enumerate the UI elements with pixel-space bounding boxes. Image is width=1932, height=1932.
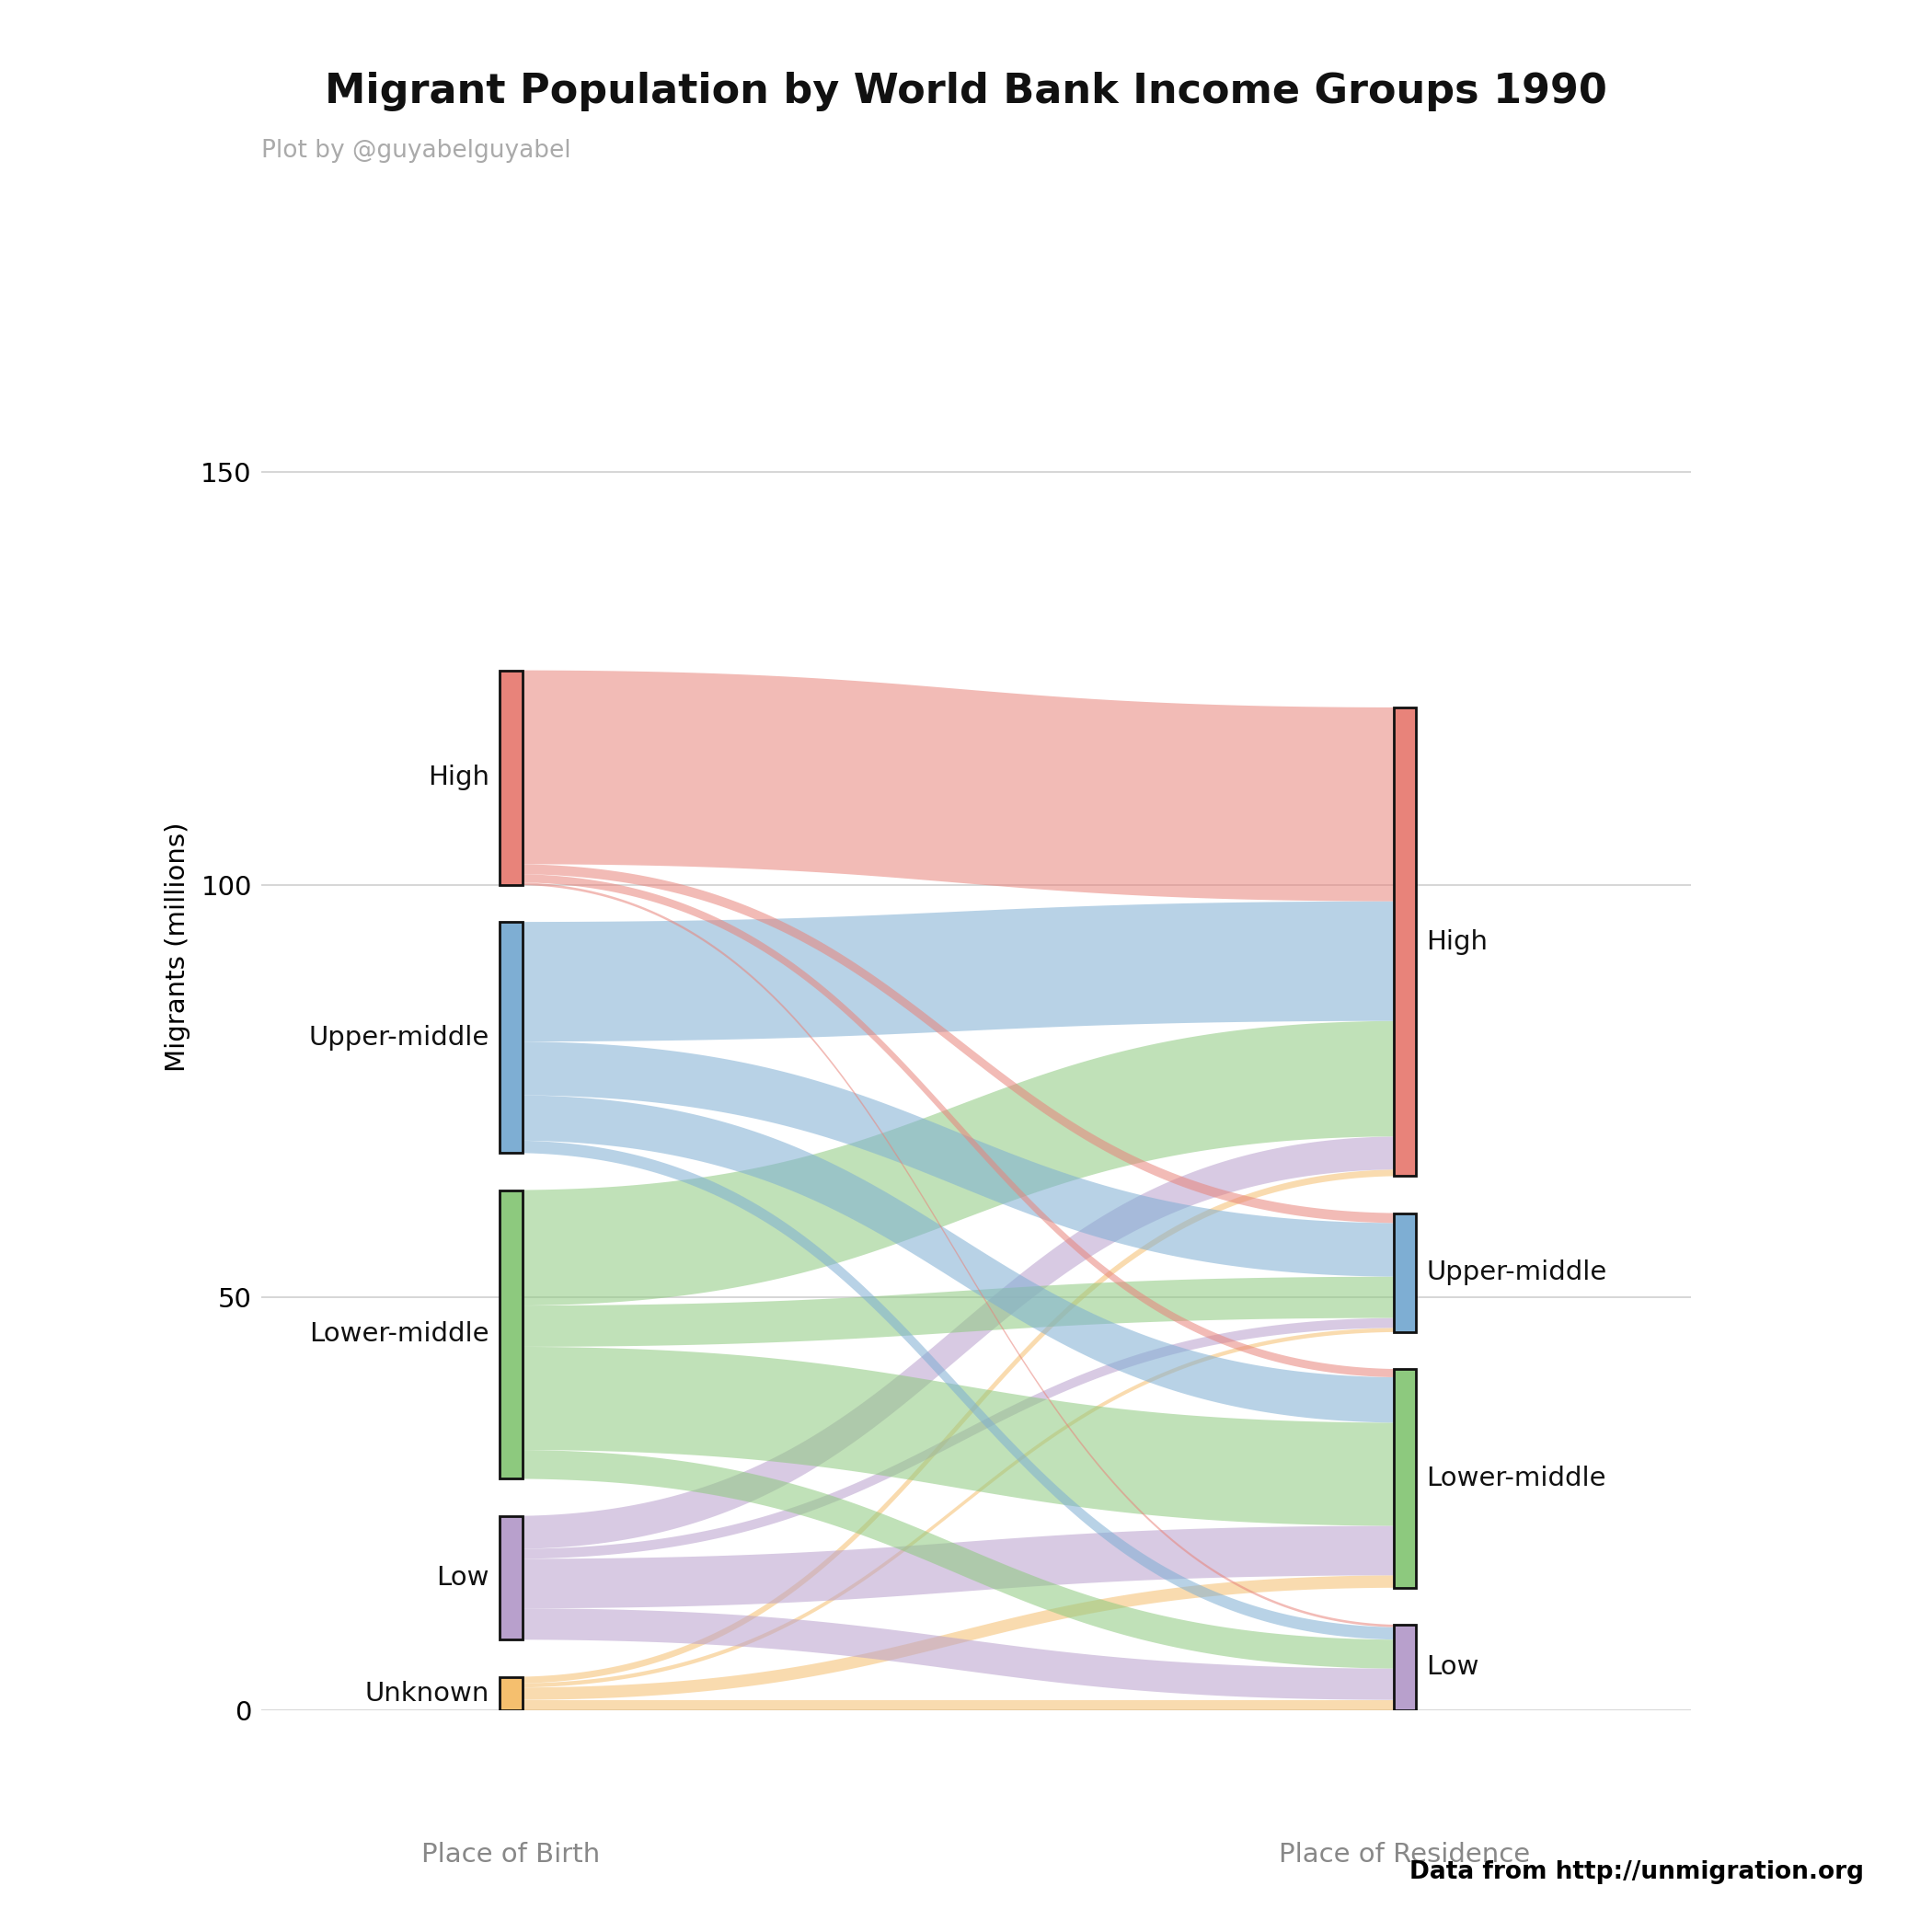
Bar xyxy=(500,1517,522,1640)
Y-axis label: Migrants (millions): Migrants (millions) xyxy=(164,821,191,1072)
Bar xyxy=(500,1190,522,1478)
Text: High: High xyxy=(1426,929,1488,954)
Polygon shape xyxy=(510,1277,1405,1347)
Text: Upper-middle: Upper-middle xyxy=(309,1024,489,1051)
Polygon shape xyxy=(510,1327,1405,1687)
Polygon shape xyxy=(510,873,1405,1378)
Text: Lower-middle: Lower-middle xyxy=(309,1321,489,1347)
Text: Data from http://unmigration.org: Data from http://unmigration.org xyxy=(1410,1861,1864,1884)
Polygon shape xyxy=(510,1575,1405,1700)
Polygon shape xyxy=(510,1607,1405,1700)
Polygon shape xyxy=(510,883,1405,1627)
Text: Migrant Population by World Bank Income Groups 1990: Migrant Population by World Bank Income … xyxy=(325,71,1607,110)
Text: Low: Low xyxy=(1426,1654,1480,1681)
Bar xyxy=(1393,1213,1416,1331)
Polygon shape xyxy=(510,1169,1405,1683)
Polygon shape xyxy=(510,1020,1405,1306)
Bar xyxy=(500,1677,522,1710)
Polygon shape xyxy=(510,864,1405,1223)
Polygon shape xyxy=(510,1095,1405,1422)
Text: Place of Birth: Place of Birth xyxy=(421,1841,601,1868)
Bar xyxy=(1393,1625,1416,1710)
Polygon shape xyxy=(510,1449,1405,1669)
Bar xyxy=(1393,1370,1416,1588)
Text: Upper-middle: Upper-middle xyxy=(1426,1260,1607,1285)
Polygon shape xyxy=(510,1041,1405,1277)
Text: Place of Residence: Place of Residence xyxy=(1279,1841,1530,1868)
Polygon shape xyxy=(510,670,1405,902)
Polygon shape xyxy=(510,902,1405,1041)
Polygon shape xyxy=(510,1700,1405,1710)
Polygon shape xyxy=(510,1526,1405,1607)
Bar xyxy=(1393,707,1416,1177)
Text: Unknown: Unknown xyxy=(365,1681,489,1706)
Bar xyxy=(500,670,522,885)
Text: Lower-middle: Lower-middle xyxy=(1426,1466,1605,1492)
Text: Plot by @guyabelguyabel: Plot by @guyabelguyabel xyxy=(261,139,570,162)
Text: High: High xyxy=(427,765,489,790)
Polygon shape xyxy=(510,1140,1405,1640)
Polygon shape xyxy=(510,1318,1405,1559)
Polygon shape xyxy=(510,1136,1405,1549)
Text: Low: Low xyxy=(437,1565,489,1590)
Polygon shape xyxy=(510,1347,1405,1526)
Bar xyxy=(500,922,522,1153)
